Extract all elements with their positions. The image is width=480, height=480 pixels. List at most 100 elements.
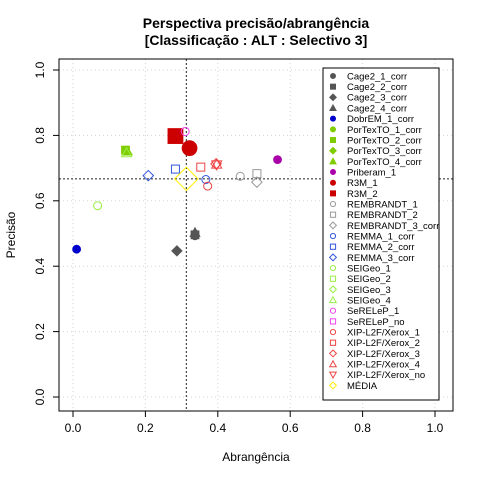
point-29-0	[173, 166, 199, 192]
x-tick-label: 1.0	[427, 421, 444, 435]
y-tick-label: 0.4	[33, 258, 47, 275]
y-tick-label: 0.2	[33, 323, 47, 340]
legend-marker-7	[329, 146, 337, 155]
point-12-0	[235, 171, 245, 181]
legend-entry-13: REMBRANDT_2	[347, 210, 418, 221]
y-tick-label: 1.0	[33, 61, 47, 78]
point-28-0	[210, 160, 223, 171]
point-15-0	[201, 175, 211, 185]
legend-entry-24: XIP-L2F/Xerox_1	[347, 327, 420, 338]
legend-marker-27	[328, 359, 338, 368]
legend-entry-21: SEIGeo_4	[347, 295, 391, 306]
legend-entry-17: REMMA_3_corr	[347, 253, 415, 264]
y-axis: 0.0 0.2 0.4 0.6 0.8 1.0	[33, 61, 59, 405]
data-points	[72, 126, 282, 257]
legend: Cage2_1_corrCage2_2_corrCage2_3_corrCage…	[322, 67, 440, 401]
legend-marker-16	[329, 243, 337, 250]
legend-marker-22	[329, 307, 337, 314]
legend-entry-27: XIP-L2F/Xerox_4	[347, 359, 420, 370]
legend-entry-8: PorTexTO_4_corr	[347, 157, 422, 168]
legend-entry-15: REMMA_1_corr	[347, 231, 415, 242]
chart-subtitle: [Classificação : ALT : Selectivo 3]	[145, 32, 368, 48]
legend-entry-14: REMBRANDT_3_corr	[347, 221, 439, 232]
legend-marker-12	[329, 200, 337, 208]
legend-marker-19	[329, 275, 337, 282]
legend-entry-26: XIP-L2F/Xerox_3	[347, 349, 420, 360]
legend-marker-4	[329, 115, 336, 122]
legend-marker-21	[328, 295, 338, 304]
legend-marker-23	[329, 318, 337, 325]
legend-entry-29: MÉDIA	[347, 381, 378, 392]
legend-box	[322, 67, 440, 401]
legend-entry-16: REMMA_2_corr	[347, 242, 415, 253]
y-tick-label: 0.8	[33, 127, 47, 144]
x-axis-label: Abrangência	[222, 450, 290, 464]
point-24-0	[203, 181, 213, 191]
legend-marker-10	[329, 179, 336, 186]
legend-marker-18	[329, 264, 337, 272]
point-9-0	[273, 155, 282, 164]
y-axis-label: Precisão	[4, 211, 18, 258]
legend-marker-25	[329, 339, 337, 346]
legend-entry-0: Cage2_1_corr	[347, 71, 407, 82]
legend-marker-13	[329, 211, 337, 218]
point-16-0	[170, 164, 180, 174]
legend-entry-12: REMBRANDT_1	[347, 199, 418, 210]
legend-entry-18: SEIGeo_1	[347, 263, 391, 274]
x-tick-label: 0.4	[209, 421, 226, 435]
x-tick-label: 0.2	[137, 421, 154, 435]
x-tick-label: 0.0	[65, 421, 82, 435]
legend-entry-11: R3M_2	[347, 189, 378, 200]
legend-marker-14	[328, 221, 338, 230]
legend-entry-19: SEIGeo_2	[347, 274, 391, 285]
legend-entry-2: Cage2_3_corr	[347, 93, 407, 104]
legend-marker-1	[329, 83, 336, 90]
legend-marker-9	[329, 169, 336, 176]
legend-marker-3	[329, 103, 337, 112]
legend-entry-23: SeRELeP_no	[347, 317, 405, 328]
legend-entry-7: PorTexTO_3_corr	[347, 146, 422, 157]
legend-entry-9: Priberam_1	[347, 167, 396, 178]
legend-marker-26	[328, 349, 338, 358]
legend-entry-3: Cage2_4_corr	[347, 103, 407, 114]
point-11-0	[167, 128, 184, 144]
plot-frame	[58, 58, 454, 412]
legend-marker-20	[328, 285, 338, 294]
point-17-0	[142, 169, 155, 182]
legend-entry-1: Cage2_2_corr	[347, 82, 407, 93]
legend-marker-24	[329, 328, 337, 336]
legend-marker-8	[329, 157, 337, 165]
point-18-0	[93, 201, 103, 211]
chart-title: Perspectiva precisão/abrangência	[143, 15, 370, 31]
x-tick-label: 0.6	[282, 421, 299, 435]
legend-entry-28: XIP-L2F/Xerox_no	[347, 370, 425, 381]
point-4-0	[72, 244, 82, 254]
legend-entry-10: R3M_1	[347, 178, 378, 189]
legend-entry-22: SeRELeP_1	[347, 306, 399, 317]
y-tick-label: 0.6	[33, 192, 47, 209]
point-25-0	[196, 162, 206, 172]
legend-marker-28	[328, 371, 338, 380]
legend-marker-2	[329, 93, 337, 102]
y-tick-label: 0.0	[33, 388, 47, 405]
legend-marker-6	[329, 137, 336, 144]
point-14-0	[250, 176, 263, 189]
legend-entry-25: XIP-L2F/Xerox_2	[347, 338, 420, 349]
x-axis: 0.0 0.2 0.4 0.6 0.8 1.0	[65, 411, 444, 435]
point-22-0	[180, 126, 190, 136]
legend-entry-6: PorTexTO_2_corr	[347, 135, 422, 146]
legend-entry-4: DobrEM_1_corr	[347, 114, 414, 125]
point-10-0	[181, 140, 198, 157]
x-tick-label: 0.8	[354, 421, 371, 435]
legend-marker-17	[328, 253, 338, 262]
point-3-0	[189, 226, 201, 237]
legend-entry-5: PorTexTO_1_corr	[347, 125, 422, 136]
point-21-0	[120, 146, 133, 158]
point-27-0	[210, 158, 223, 169]
legend-marker-11	[329, 190, 336, 197]
legend-marker-15	[329, 232, 337, 240]
legend-marker-29	[328, 381, 338, 390]
legend-marker-5	[329, 126, 336, 133]
legend-marker-0	[329, 73, 336, 80]
